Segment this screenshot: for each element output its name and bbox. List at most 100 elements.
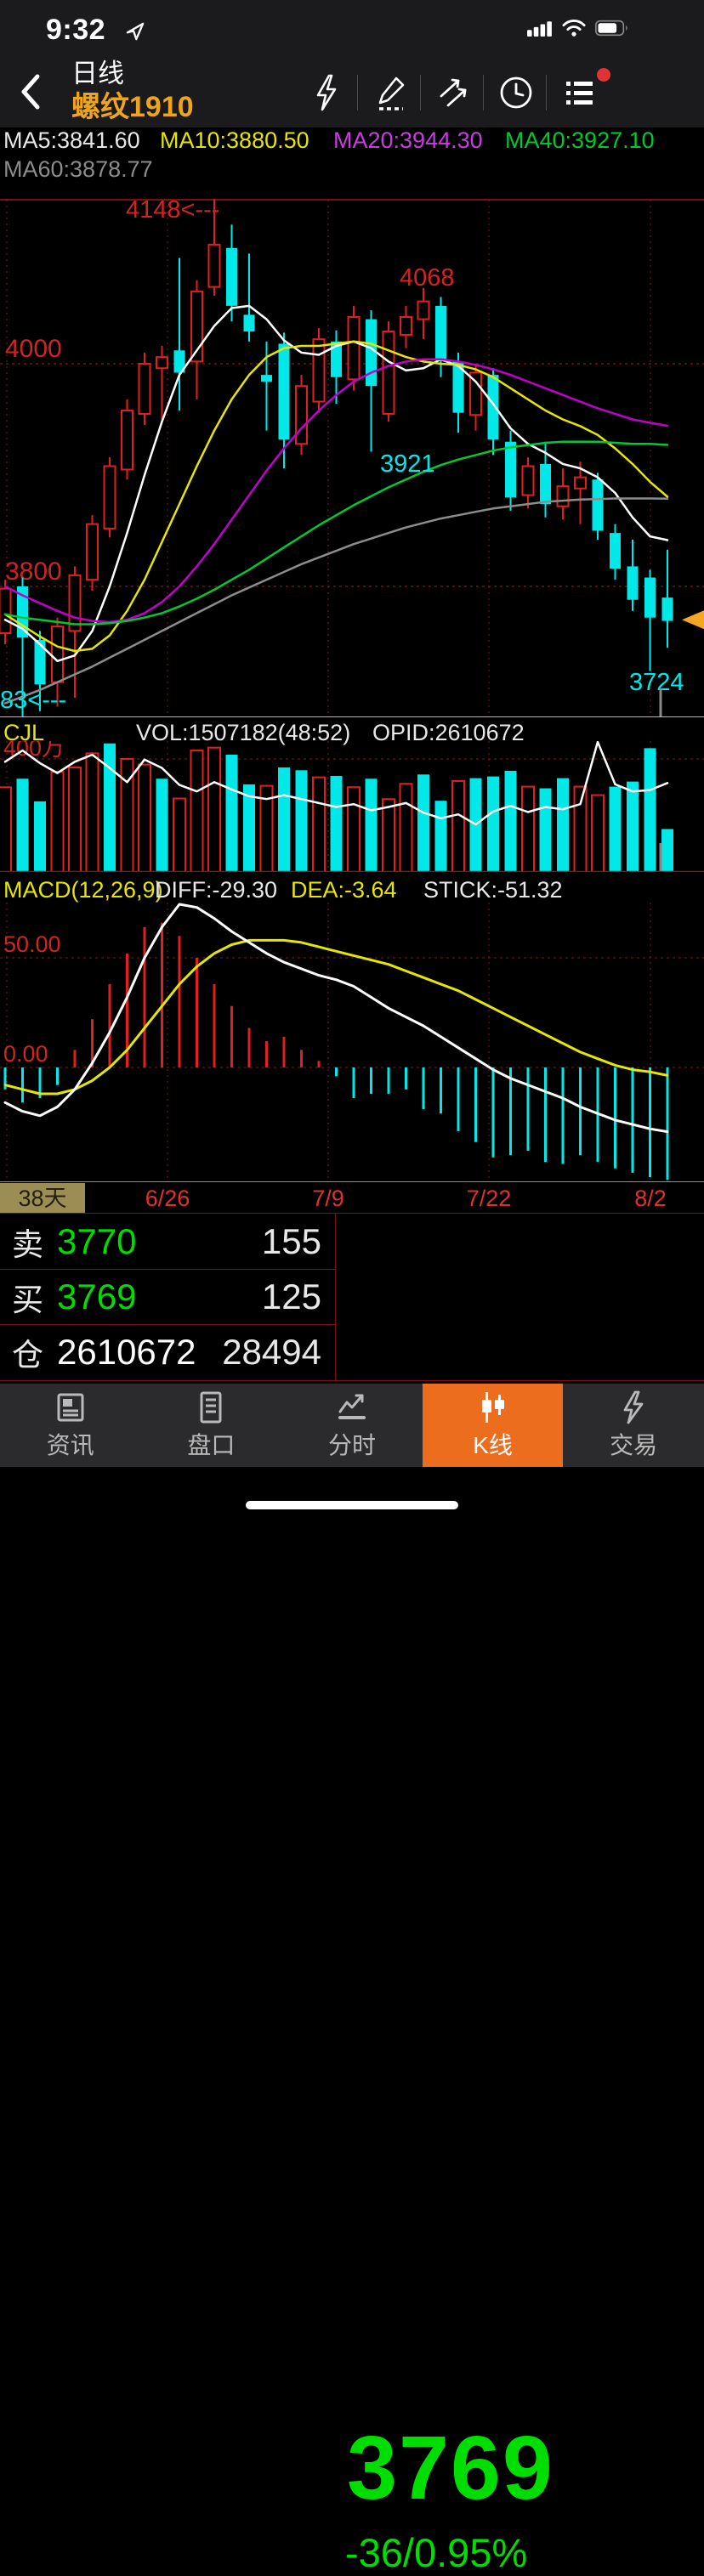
volume-bar — [104, 743, 116, 872]
orderbook-icon — [200, 1391, 222, 1424]
nav-label: 盘口 — [187, 1432, 236, 1458]
ma5-value: MA5:3841.60 — [3, 127, 140, 153]
open-interest-row: 仓 2610672 28494 — [0, 1324, 335, 1379]
header-separator — [483, 75, 484, 110]
svg-text:50.00: 50.00 — [3, 931, 61, 957]
svg-text:3724: 3724 — [629, 669, 684, 696]
volume-bar — [173, 797, 186, 872]
ask-qty: 155 — [261, 1220, 321, 1261]
dea-value: DEA:-3.64 — [291, 877, 397, 903]
notification-dot — [597, 68, 610, 82]
candle-body — [51, 626, 64, 683]
svg-text:3921: 3921 — [380, 450, 435, 478]
svg-text:3800: 3800 — [5, 558, 62, 586]
news-icon — [57, 1393, 84, 1422]
candle-body — [261, 375, 272, 382]
candle-body — [0, 587, 12, 635]
macd-indicator-row: MACD(12,26,9) DIFF:-29.30 DEA:-3.64 STIC… — [0, 872, 704, 903]
volume-bar — [487, 776, 499, 872]
volume-bar — [451, 779, 465, 872]
trendlines-icon[interactable] — [434, 73, 473, 112]
kline-icon — [481, 1392, 504, 1423]
volume-bar — [312, 776, 326, 872]
cjl-label[interactable]: CJL — [3, 720, 45, 745]
svg-text:0.00: 0.00 — [3, 1041, 48, 1067]
volume-bar — [156, 778, 168, 872]
flash-icon[interactable] — [308, 73, 347, 112]
period-label: 日线 — [71, 59, 124, 88]
candle-body — [452, 361, 464, 413]
bid-label: 买 — [12, 1282, 43, 1317]
candle-body — [121, 410, 133, 471]
price-change: -36/0.95% — [345, 2530, 528, 2575]
macd-chart[interactable]: 50.00 0.00 — [0, 903, 704, 1181]
nav-item-news[interactable]: 资讯 — [0, 1384, 141, 1467]
macd-label[interactable]: MACD(12,26,9) — [3, 877, 163, 903]
volume-bar — [190, 750, 204, 872]
ma-values: MA5:3841.60 MA10:3880.50 MA20:3944.30 MA… — [0, 127, 704, 185]
date-tick: 6/26 — [145, 1186, 190, 1211]
volume-bar — [85, 752, 99, 872]
header-separator — [420, 75, 421, 110]
ask-row[interactable]: 卖 3770 155 — [0, 1214, 335, 1269]
volume-bar — [434, 801, 447, 872]
volume-indicator-row: CJL VOL:1507182(48:52) OPID:2610672 — [0, 716, 704, 745]
nav-item-kline[interactable]: K线 — [422, 1384, 564, 1467]
trade-flash-icon — [623, 1390, 644, 1424]
volume-bar — [50, 770, 65, 872]
candle-body — [243, 314, 255, 332]
diff-value: DIFF:-29.30 — [155, 877, 278, 903]
nav-label: 交易 — [610, 1432, 658, 1458]
candle-body — [469, 371, 482, 416]
oi-label: 仓 — [12, 1338, 43, 1373]
volume-bar — [68, 766, 82, 872]
main-candlestick-chart[interactable]: 4000 3800 4148<--- 4068 3921 3724 83<--- — [0, 187, 704, 716]
volume-bar — [207, 746, 221, 872]
bid-row[interactable]: 买 3769 125 — [0, 1269, 335, 1324]
volume-bar — [609, 786, 622, 872]
nav-label: 资讯 — [46, 1432, 94, 1458]
nav-item-timeshare[interactable]: 分时 — [281, 1384, 423, 1467]
oi-change: 28494 — [222, 1332, 321, 1372]
home-indicator[interactable] — [246, 1501, 458, 1509]
volume-chart[interactable]: 400万 — [0, 741, 704, 872]
signal-icon — [527, 21, 552, 37]
watchlist-icon[interactable] — [559, 73, 599, 112]
candle-body — [86, 523, 99, 581]
volume-bar — [365, 778, 378, 872]
opid-value: OPID:2610672 — [372, 720, 525, 745]
vol-value: VOL:1507182(48:52) — [136, 720, 351, 745]
header-separator — [357, 75, 358, 110]
volume-bar — [521, 785, 535, 872]
candle-body — [34, 639, 46, 685]
svg-text:4148<---: 4148<--- — [126, 196, 219, 224]
candle-body — [312, 338, 326, 403]
back-button[interactable] — [12, 71, 49, 112]
candle-body — [400, 315, 412, 336]
volume-bar — [504, 770, 517, 872]
draw-icon[interactable] — [371, 73, 410, 112]
history-clock-icon[interactable] — [497, 73, 536, 112]
candle-body — [190, 290, 203, 363]
volume-bar — [627, 781, 639, 872]
candle-body — [487, 375, 499, 440]
candle-body — [610, 533, 621, 569]
candle-body — [103, 465, 116, 529]
status-bar: 9:32 — [0, 0, 704, 56]
battery-icon — [595, 20, 627, 37]
nav-item-trade[interactable]: 交易 — [563, 1384, 704, 1467]
bid-price: 3769 — [57, 1277, 137, 1316]
candle-body — [574, 476, 587, 490]
nav-label: 分时 — [327, 1432, 376, 1458]
volume-bar — [644, 748, 656, 872]
volume-bar — [243, 784, 255, 872]
svg-text:400万: 400万 — [3, 741, 65, 761]
volume-bar — [591, 794, 605, 872]
volume-bar — [573, 785, 588, 872]
date-tick: 8/2 — [634, 1186, 667, 1211]
nav-item-orderbook[interactable]: 盘口 — [141, 1384, 282, 1467]
volume-bar — [16, 778, 29, 872]
ma40-value: MA40:3927.10 — [505, 127, 655, 153]
candle-body — [347, 315, 361, 381]
date-tick: 7/9 — [312, 1186, 344, 1211]
